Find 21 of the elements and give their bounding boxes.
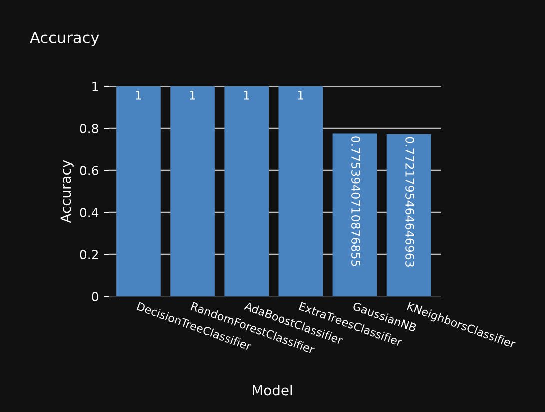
data-label: 1 [298,91,304,100]
y-tick-label: 0.8 [80,124,98,134]
data-label: 0.7721795464646963 [406,137,415,267]
data-label: 1 [244,91,250,100]
y-tick-label: 0.2 [80,250,98,260]
y-tick-label: 0 [92,292,98,302]
x-axis-title: Model [253,384,292,396]
data-label: 0.7753940710876855 [352,136,360,266]
data-label: 1 [136,91,142,100]
bar [170,86,215,297]
y-tick-label: 0.6 [80,166,98,176]
y-tick-label: 0.4 [80,208,99,218]
bar [116,86,161,297]
data-label: 1 [190,91,196,100]
y-axis-title: Accuracy [60,160,74,224]
y-tick-label: 1 [92,82,98,92]
bar [278,86,324,297]
bar [224,86,270,297]
chart-title: Accuracy [30,32,100,46]
bar [332,134,378,297]
bar [386,134,432,297]
